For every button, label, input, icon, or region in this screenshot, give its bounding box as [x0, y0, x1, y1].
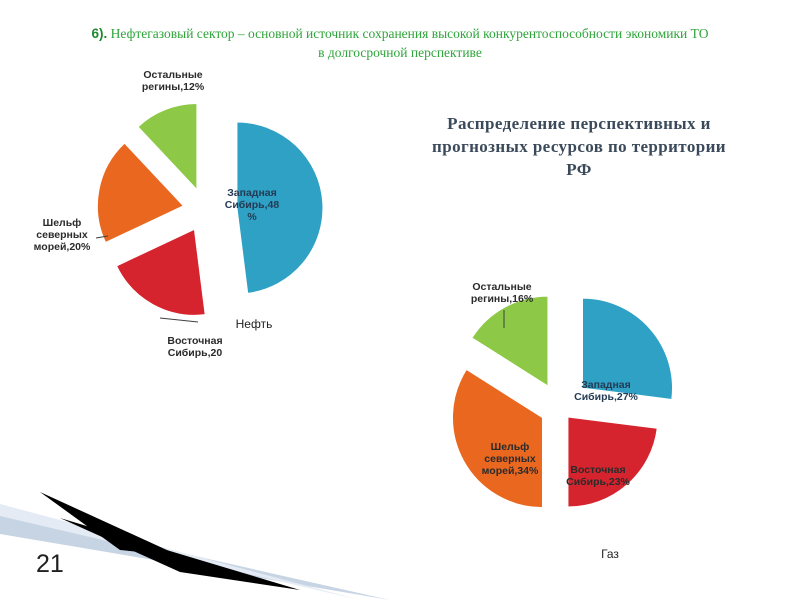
slice-label-0-3: Остальные регины,12%	[142, 69, 205, 93]
pie-slice-0-2	[96, 142, 185, 244]
slice-label-1-1: Восточная Сибирь,23%	[566, 464, 630, 488]
heading-text-line1: Нефтегазовый сектор – основной источник …	[110, 26, 709, 41]
slice-label-0-1: Восточная Сибирь,20	[167, 335, 222, 359]
pie-slice-0-3	[137, 103, 198, 191]
slide-number: 21	[36, 550, 64, 578]
gas-pie-chart: Западная Сибирь,27% Восточная Сибирь,23% Шел…	[452, 281, 673, 561]
subtitle-line1: Распределение перспективных и	[447, 114, 711, 133]
pie-slice-0-1	[115, 228, 206, 316]
pie-slice-1-2	[452, 368, 543, 509]
chart-title-0: Нефть	[236, 317, 273, 331]
pie-slice-0-0	[236, 121, 324, 294]
slice-label-1-0: Западная Сибирь,27%	[574, 379, 638, 403]
pie-slice-1-3	[471, 295, 549, 388]
oil-pie-chart: Западная Сибирь,48 % Восточная Сибирь,20 Шель…	[34, 69, 324, 359]
subtitle-line3: РФ	[566, 160, 592, 179]
slice-label-0-2: Шельф северных морей,20%	[34, 217, 91, 253]
slice-label-1-2: Шельф северных морей,34%	[482, 441, 539, 477]
pie-slice-1-1	[567, 416, 658, 508]
label-leader-0-2	[95, 235, 109, 239]
slice-label-0-0: Западная Сибирь,48%	[225, 187, 280, 223]
heading-number: 6).	[91, 26, 108, 41]
decorative-swoosh	[0, 492, 390, 600]
slide-heading: 6). Нефтегазовый сектор – основной источ…	[30, 24, 770, 62]
chart-subtitle: Распределение перспективных и прогнозных…	[398, 112, 760, 181]
heading-text-line2: в долгосрочной перспективе	[318, 45, 482, 60]
label-leader-0-1	[159, 317, 199, 323]
subtitle-line2: прогнозных ресурсов по территории	[432, 137, 726, 156]
slice-label-1-3: Остальные регины,16%	[471, 281, 534, 305]
pie-slice-1-0	[582, 297, 673, 400]
chart-title-1: Газ	[601, 547, 619, 561]
